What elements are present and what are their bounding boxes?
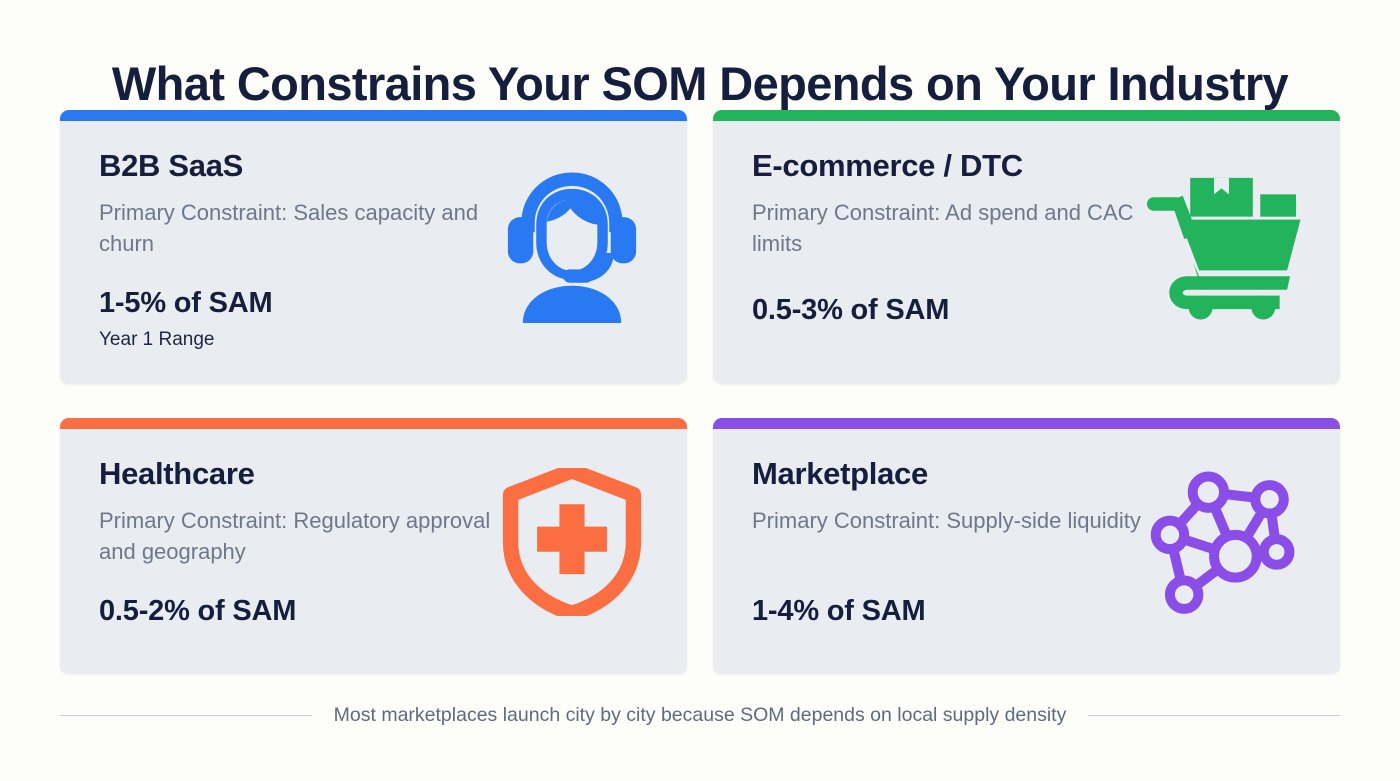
card-body: Healthcare Primary Constraint: Regulator…	[60, 429, 687, 674]
card-substat: Year 1 Range	[99, 329, 215, 350]
industry-card-grid: B2B SaaS Primary Constraint: Sales capac…	[60, 110, 1340, 674]
card-title: B2B SaaS	[99, 148, 244, 183]
card-title: Marketplace	[752, 456, 928, 491]
footer-rule-right	[1088, 715, 1341, 716]
card-constraint: Primary Constraint: Supply-side liquidit…	[752, 508, 1141, 534]
industry-card-b2b-saas[interactable]: B2B SaaS Primary Constraint: Sales capac…	[60, 110, 687, 384]
card-stat: 1-4% of SAM	[752, 595, 926, 627]
card-title: Healthcare	[99, 456, 255, 491]
accent-bar	[60, 110, 687, 121]
card-constraint: Primary Constraint: Regulatory approval …	[99, 508, 491, 565]
card-constraint: Primary Constraint: Ad spend and CAC lim…	[752, 200, 1134, 257]
card-stat: 1-5% of SAM	[99, 287, 273, 319]
accent-bar	[713, 110, 1340, 121]
footer-note: Most marketplaces launch city by city be…	[60, 704, 1341, 727]
card-body: Marketplace Primary Constraint: Supply-s…	[713, 429, 1340, 674]
industry-card-marketplace[interactable]: Marketplace Primary Constraint: Supply-s…	[713, 418, 1340, 674]
card-constraint: Primary Constraint: Sales capacity and c…	[99, 200, 479, 257]
card-body: B2B SaaS Primary Constraint: Sales capac…	[60, 121, 687, 384]
card-stat: 0.5-3% of SAM	[752, 294, 950, 326]
card-body: E-commerce / DTC Primary Constraint: Ad …	[713, 121, 1340, 384]
accent-bar	[713, 418, 1340, 429]
footer-rule-left	[60, 715, 312, 716]
page-title: What Constrains Your SOM Depends on Your…	[111, 57, 1289, 111]
industry-card-ecommerce-dtc[interactable]: E-commerce / DTC Primary Constraint: Ad …	[713, 110, 1340, 384]
industry-card-healthcare[interactable]: Healthcare Primary Constraint: Regulator…	[60, 418, 687, 674]
card-stat: 0.5-2% of SAM	[99, 595, 297, 627]
card-title: E-commerce / DTC	[752, 148, 1023, 183]
accent-bar	[60, 418, 687, 429]
footer-note-text: Most marketplaces launch city by city be…	[333, 704, 1067, 726]
